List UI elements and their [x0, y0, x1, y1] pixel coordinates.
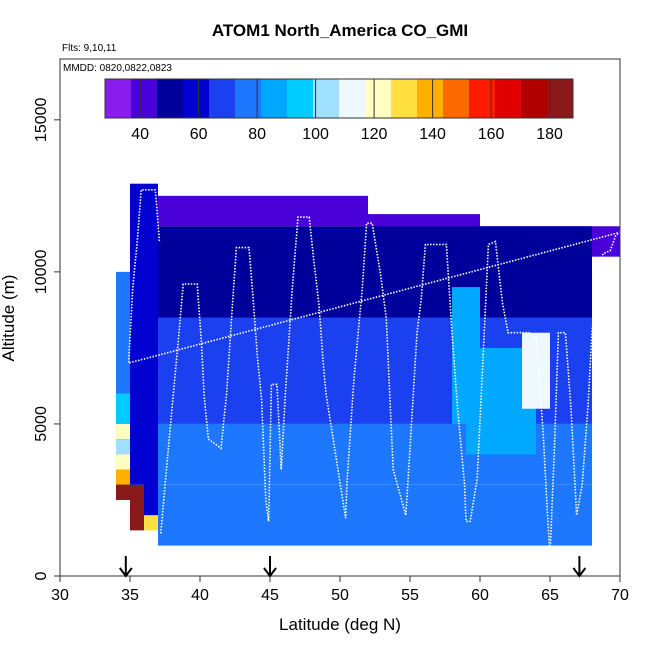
- x-tick-label: 35: [121, 587, 139, 604]
- heatmap-cell: [144, 183, 158, 516]
- colorbar-tick-label: 60: [190, 126, 208, 143]
- colorbar: 40 60 80 100 120 140 160 180: [104, 78, 574, 143]
- heatmap-cell: [522, 332, 550, 409]
- colorbar-tick-label: 80: [248, 126, 266, 143]
- y-tick-label: 10000: [33, 250, 50, 295]
- dates-label: MMDD: 0820,0822,0823: [63, 63, 172, 74]
- heatmap-cell: [158, 195, 368, 227]
- x-axis: 30 35 40 45 50 55 60 65 70: [51, 576, 629, 604]
- flight-track-line: [127, 189, 621, 555]
- colorbar-swatch: [417, 79, 444, 118]
- y-axis-label: Altitude (m): [0, 275, 18, 362]
- x-tick-label: 40: [191, 587, 209, 604]
- x-tick-label: 65: [541, 587, 559, 604]
- heatmap-cell: [130, 183, 144, 485]
- colorbar-tick-label: 180: [536, 126, 563, 143]
- flights-label: Flts: 9,10,11: [62, 43, 117, 54]
- flight-marker-arrow: [263, 556, 277, 578]
- x-tick-label: 70: [611, 587, 629, 604]
- colorbar-swatch: [131, 79, 158, 118]
- x-tick-label: 60: [471, 587, 489, 604]
- colorbar-swatch: [261, 79, 288, 118]
- colorbar-swatch: [157, 79, 184, 118]
- colorbar-tick-label: 140: [419, 126, 446, 143]
- colorbar-frame: [104, 78, 574, 119]
- colorbar-swatch: [495, 79, 522, 118]
- colorbar-swatch: [313, 79, 340, 118]
- colorbar-tick-label: 100: [302, 126, 329, 143]
- y-tick-label: 5000: [33, 406, 50, 442]
- x-tick-label: 50: [331, 587, 349, 604]
- y-axis: 0 5000 10000 15000: [33, 97, 60, 580]
- y-tick-label: 15000: [33, 97, 50, 142]
- colorbar-swatch: [547, 79, 574, 118]
- x-tick-label: 30: [51, 587, 69, 604]
- heatmap-cell: [116, 439, 130, 455]
- heatmap-cell: [116, 393, 130, 424]
- x-axis-label: Latitude (deg N): [279, 615, 401, 634]
- heatmap-cell: [116, 454, 130, 470]
- colorbar-swatch: [105, 79, 132, 118]
- x-tick-label: 45: [261, 587, 279, 604]
- heatmap-cell: [158, 484, 592, 546]
- chart-title: ATOM1 North_America CO_GMI: [212, 21, 468, 40]
- colorbar-swatch: [287, 79, 314, 118]
- heatmap-cell: [158, 226, 592, 318]
- flight-track: [127, 189, 621, 555]
- heatmap-cells: [116, 183, 620, 546]
- heatmap-cell: [452, 287, 480, 424]
- colorbar-swatch: [521, 79, 548, 118]
- y-tick-label: 0: [33, 571, 50, 580]
- colorbar-swatch: [365, 79, 392, 118]
- colorbar-swatch: [209, 79, 236, 118]
- x-tick-label: 55: [401, 587, 419, 604]
- heatmap-cell: [116, 469, 130, 485]
- colorbar-swatch: [339, 79, 366, 118]
- heatmap-cell: [130, 484, 144, 531]
- colorbar-tick-label: 120: [361, 126, 388, 143]
- colorbar-tick-label: 40: [131, 126, 149, 143]
- colorbar-swatch: [183, 79, 210, 118]
- heatmap-cell: [116, 423, 130, 440]
- heatmap-cell: [144, 515, 158, 531]
- heatmap-cell: [116, 484, 130, 500]
- colorbar-tick-label: 160: [478, 126, 505, 143]
- flight-markers: [119, 556, 587, 578]
- colorbar-swatch: [391, 79, 418, 118]
- colorbar-swatch: [443, 79, 470, 118]
- flight-marker-arrow: [572, 556, 587, 578]
- flight-marker-arrow: [119, 556, 133, 578]
